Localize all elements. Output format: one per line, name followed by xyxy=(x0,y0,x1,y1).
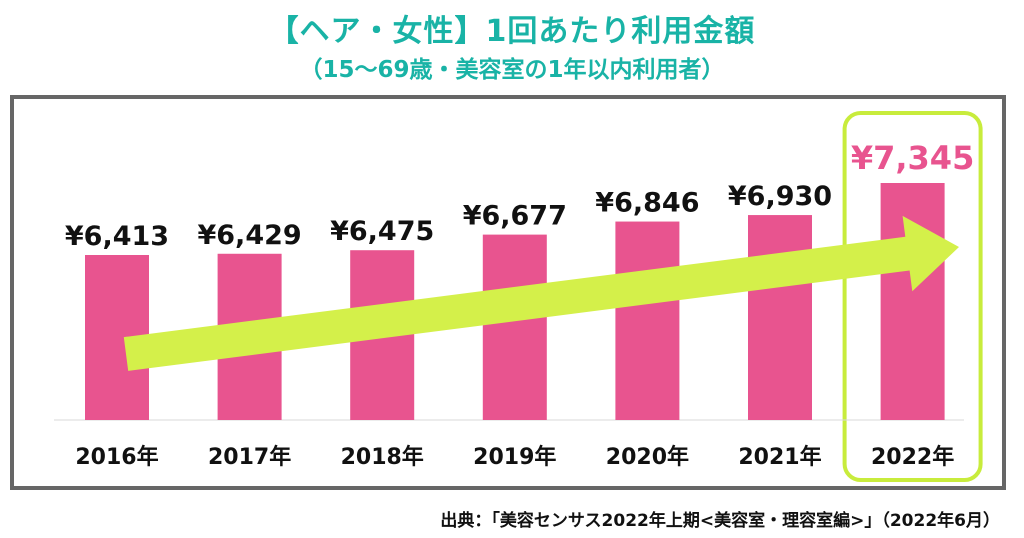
data-label: ¥6,930 xyxy=(728,181,832,212)
bar-2022年 xyxy=(880,183,945,420)
highlight-frame xyxy=(842,111,983,482)
data-label: ¥6,413 xyxy=(65,221,169,252)
x-tick-label: 2020年 xyxy=(606,444,689,470)
bar-2021年 xyxy=(748,215,812,420)
data-label: ¥7,345 xyxy=(851,139,974,177)
data-label: ¥6,429 xyxy=(197,220,301,251)
bar-2020年 xyxy=(615,221,680,420)
data-label: ¥6,475 xyxy=(330,216,434,247)
chart-title: 【ヘア・女性】1回あたり利用金額 xyxy=(268,14,756,49)
data-label: ¥6,677 xyxy=(463,201,567,232)
x-tick-label: 2022年 xyxy=(871,444,954,470)
data-label: ¥6,846 xyxy=(595,188,699,219)
source-note: 出典：「美容センサス2022年上期<美容室・理容室編>」（2022年6月） xyxy=(440,511,1000,531)
x-tick-label: 2016年 xyxy=(75,444,158,470)
x-tick-label: 2021年 xyxy=(738,444,821,470)
chart-frame: ¥6,413 2016年 ¥6,429 2017年 ¥6,475 2018年 ¥6,677 2… xyxy=(10,95,1006,490)
bar-chart: ¥6,413 2016年 ¥6,429 2017年 ¥6,475 2018年 ¥6,677 2… xyxy=(54,111,983,482)
trend-arrow xyxy=(123,215,960,371)
x-tick-label: 2018年 xyxy=(341,444,424,470)
bar-2019年 xyxy=(482,234,547,420)
x-tick-label: 2019年 xyxy=(473,444,556,470)
x-tick-label: 2017年 xyxy=(208,444,291,470)
chart-subtitle: （15～69歳・美容室の1年以内利用者） xyxy=(299,57,725,83)
